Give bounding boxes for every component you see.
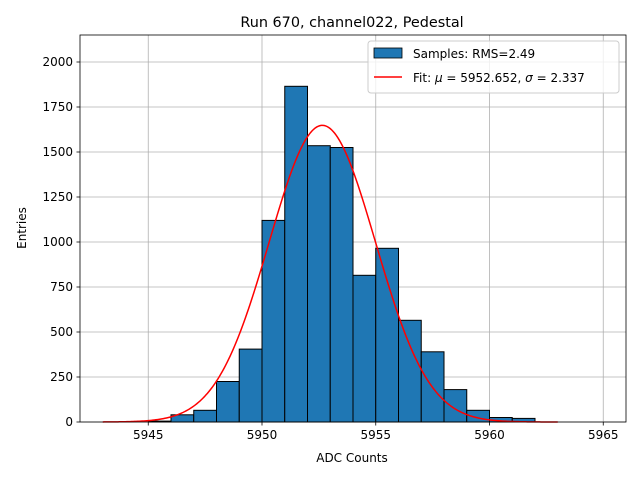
y-tick-label: 250	[50, 370, 73, 384]
y-tick-label: 500	[50, 325, 73, 339]
x-tick-label: 5945	[133, 428, 164, 442]
legend-box	[367, 40, 620, 94]
histogram-bar	[216, 381, 240, 423]
x-axis-label: ADC Counts	[316, 451, 388, 465]
y-axis-label: Entries	[15, 207, 29, 249]
x-tick-label: 5960	[474, 428, 505, 442]
histogram-bar	[375, 247, 399, 423]
fit-curve	[102, 124, 558, 423]
legend-fit-mu-value: = 5952.652,	[443, 71, 526, 85]
y-tick-label: 2000	[42, 55, 73, 69]
axes	[79, 34, 627, 423]
y-tick-label: 1000	[42, 235, 73, 249]
histogram-bar	[307, 145, 331, 423]
histogram-bar	[398, 319, 422, 423]
histogram-bar	[261, 219, 286, 423]
y-tick-label: 1500	[42, 145, 73, 159]
legend-label-samples: Samples: RMS=2.49	[413, 47, 535, 61]
legend-fit-mu-symbol: μ	[434, 71, 443, 85]
chart-title: Run 670, channel022, Pedestal	[240, 15, 463, 31]
y-tick-label: 750	[50, 280, 73, 294]
histogram-bars	[147, 85, 536, 423]
x-tick-label: 5950	[247, 428, 278, 442]
histogram-bar	[443, 389, 468, 423]
legend-swatch-samples	[373, 47, 403, 59]
x-tick-label: 5965	[588, 428, 619, 442]
histogram-bar	[284, 85, 308, 423]
y-tick-label: 1750	[42, 100, 73, 114]
histogram-bar	[352, 274, 377, 423]
x-tick-label: 5955	[360, 428, 391, 442]
legend-label-fit: Fit: μ = 5952.652, σ = 2.337	[413, 71, 585, 85]
legend-fit-prefix: Fit:	[413, 71, 435, 85]
legend-fit-sigma-value: = 2.337	[533, 71, 585, 85]
legend-fit-sigma-symbol: σ	[525, 71, 533, 85]
x-axis-ticks: 5945 5950 5955 5960 5965	[133, 422, 619, 442]
legend: Samples: RMS=2.49 Fit: μ = 5952.652, σ =…	[367, 40, 620, 94]
histogram-bar	[329, 147, 354, 423]
y-tick-label: 0	[65, 415, 73, 429]
plot-frame	[79, 34, 627, 423]
y-axis-ticks: 0 250 500 750 1000 1250 1500 1750 2000	[42, 55, 80, 429]
histogram-bar	[238, 348, 263, 423]
y-tick-label: 1250	[42, 190, 73, 204]
histogram-bar	[193, 409, 217, 423]
